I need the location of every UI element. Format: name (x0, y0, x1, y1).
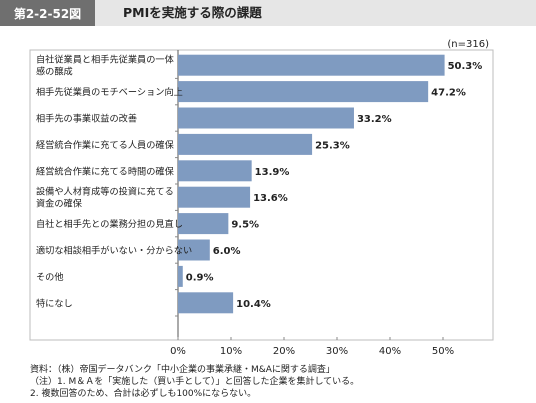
category-label: 相手先従業員のモチベーション向上 (36, 86, 183, 98)
bar (178, 213, 229, 235)
value-label: 50.3% (448, 61, 483, 72)
value-label: 13.9% (255, 167, 290, 178)
category-label: 経営統合作業に充てる人員の確保 (36, 139, 174, 151)
bar (178, 292, 234, 314)
value-label: 0.9% (186, 272, 214, 283)
footnote-note-1: （注）1. M＆Ａを「実施した（買い手として）」と回答した企業を集計している。 (30, 377, 360, 387)
category-label: 適切な相談相手がいない・分からない (36, 245, 192, 257)
category-label: 自社従業員と相手先従業員の一体 (36, 54, 174, 66)
sample-size-note: (n=316) (447, 39, 489, 50)
value-label: 10.4% (236, 299, 271, 310)
category-label: 自社と相手先との業務分担の見直し (36, 218, 183, 230)
figure-header: 第2-2-52図 PMIを実施する際の課題 (0, 0, 536, 26)
category-label: 設備や人材育成等の投資に充てる (36, 186, 174, 198)
bar (178, 239, 210, 261)
value-label: 25.3% (315, 140, 350, 151)
bar (178, 265, 183, 287)
figure-title: PMIを実施する際の課題 (123, 5, 262, 20)
category-label: 特になし (36, 297, 73, 309)
value-label: 47.2% (431, 88, 466, 99)
bar (178, 186, 251, 208)
x-tick-label: 30% (326, 346, 348, 357)
x-tick-label: 40% (379, 346, 401, 357)
category-label: 資金の確保 (36, 198, 82, 210)
bar (178, 81, 429, 103)
category-label: 感の醸成 (36, 66, 73, 78)
footnotes: 資料：（株）帝国データバンク「中小企業の事業承継・M&Aに関する調査」 （注）1… (30, 364, 359, 400)
bar (178, 160, 252, 182)
bar (178, 107, 354, 129)
footnote-source: 資料：（株）帝国データバンク「中小企業の事業承継・M&Aに関する調査」 (30, 365, 335, 375)
x-tick-label: 10% (220, 346, 242, 357)
x-tick-label: 0% (170, 346, 186, 357)
value-label: 13.6% (253, 193, 288, 204)
x-tick-label: 50% (432, 346, 454, 357)
category-label: その他 (36, 271, 64, 283)
value-label: 33.2% (357, 114, 392, 125)
x-tick-label: 20% (273, 346, 295, 357)
category-label: 相手先の事業収益の改善 (36, 113, 137, 125)
value-label: 9.5% (231, 220, 259, 231)
bar (178, 54, 445, 76)
footnote-note-2: 2. 複数回答のため、合計は必ずしも100%にならない。 (30, 389, 257, 399)
bar (178, 133, 313, 155)
value-label: 6.0% (213, 246, 241, 257)
title-bar (95, 0, 536, 26)
category-label: 経営統合作業に充てる時間の確保 (36, 165, 174, 177)
figure-number: 第2-2-52図 (0, 0, 95, 26)
chart-frame (29, 49, 494, 341)
